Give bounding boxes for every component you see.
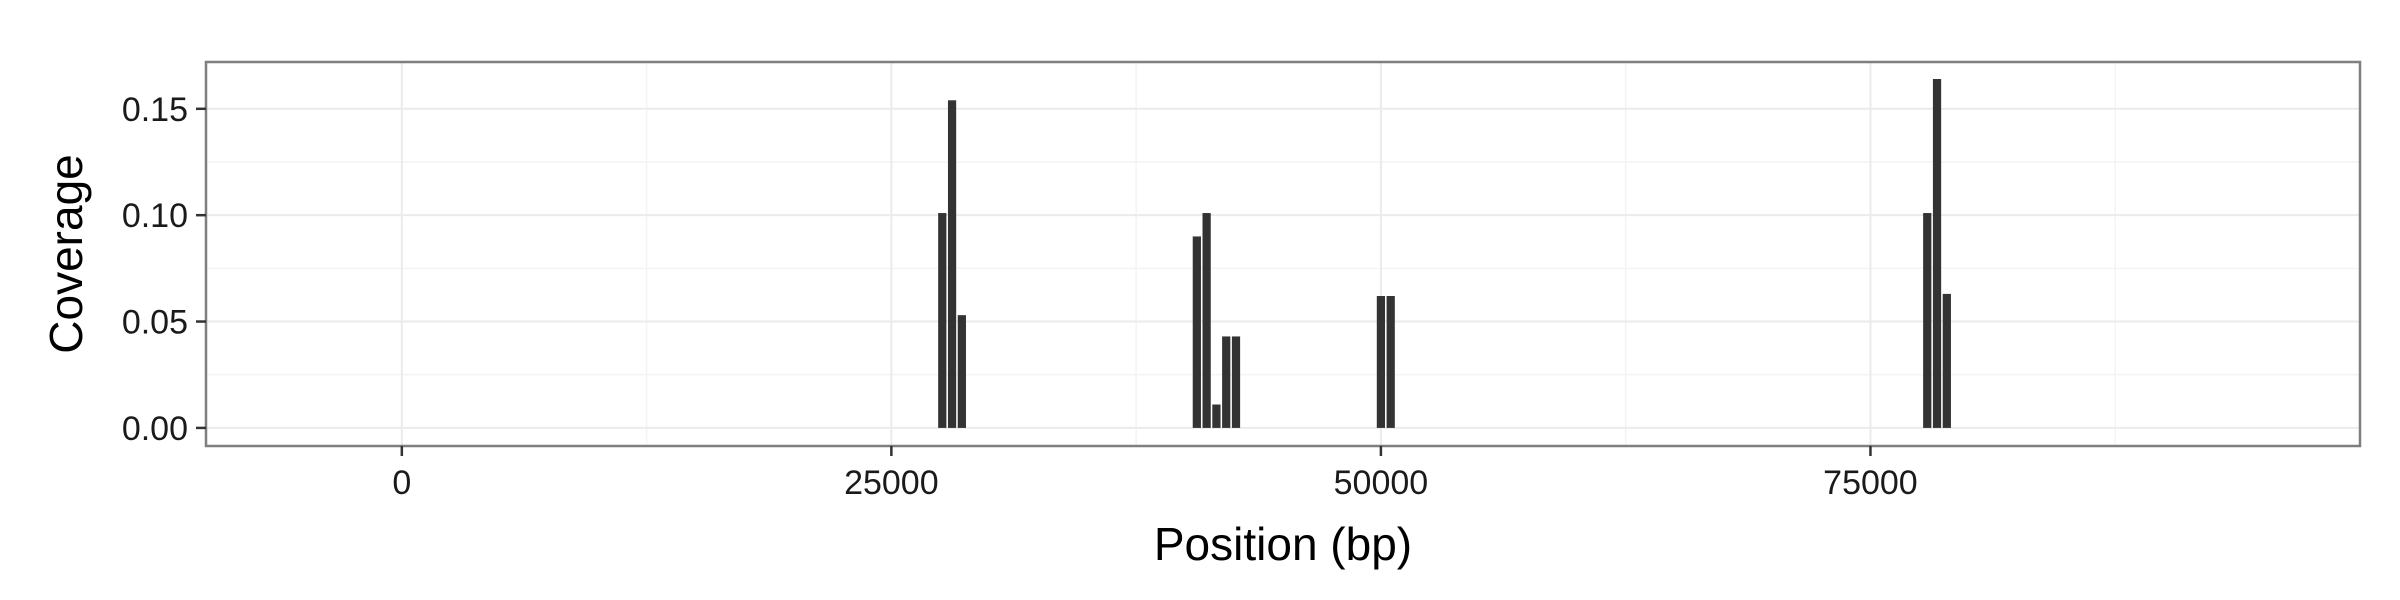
y-axis: 0.00 0.05 0.10 0.15 <box>122 91 206 448</box>
coverage-bar <box>1386 296 1395 428</box>
x-tick-label: 0 <box>392 464 411 502</box>
plot-panel <box>206 62 2360 446</box>
y-tick-label: 0.10 <box>122 197 188 235</box>
x-tick-label: 75000 <box>1823 464 1918 502</box>
major-gridlines <box>206 62 2360 446</box>
coverage-bar <box>1222 336 1231 428</box>
coverage-bar <box>1932 79 1942 428</box>
x-axis: 0 25000 50000 75000 <box>392 446 1918 502</box>
coverage-bar <box>938 213 947 428</box>
minor-gridlines <box>206 62 2360 446</box>
coverage-bar <box>1376 296 1386 428</box>
coverage-bar <box>1212 404 1221 428</box>
bars <box>938 79 1951 428</box>
y-tick-label: 0.05 <box>122 304 188 342</box>
x-axis-title: Position (bp) <box>1154 518 1412 570</box>
coverage-bar <box>1231 336 1241 428</box>
x-tick-label: 50000 <box>1334 464 1429 502</box>
y-tick-label: 0.00 <box>122 410 188 448</box>
coverage-bar <box>1923 213 1932 428</box>
coverage-bar <box>1942 293 1951 428</box>
coverage-bar <box>957 315 966 428</box>
coverage-bar <box>947 100 957 428</box>
x-tick-label: 25000 <box>844 464 939 502</box>
y-axis-title: Coverage <box>40 154 92 353</box>
plot-border <box>204 60 2362 448</box>
y-tick-label: 0.15 <box>122 91 188 129</box>
coverage-bar <box>1192 236 1201 428</box>
coverage-bar <box>1202 213 1211 428</box>
